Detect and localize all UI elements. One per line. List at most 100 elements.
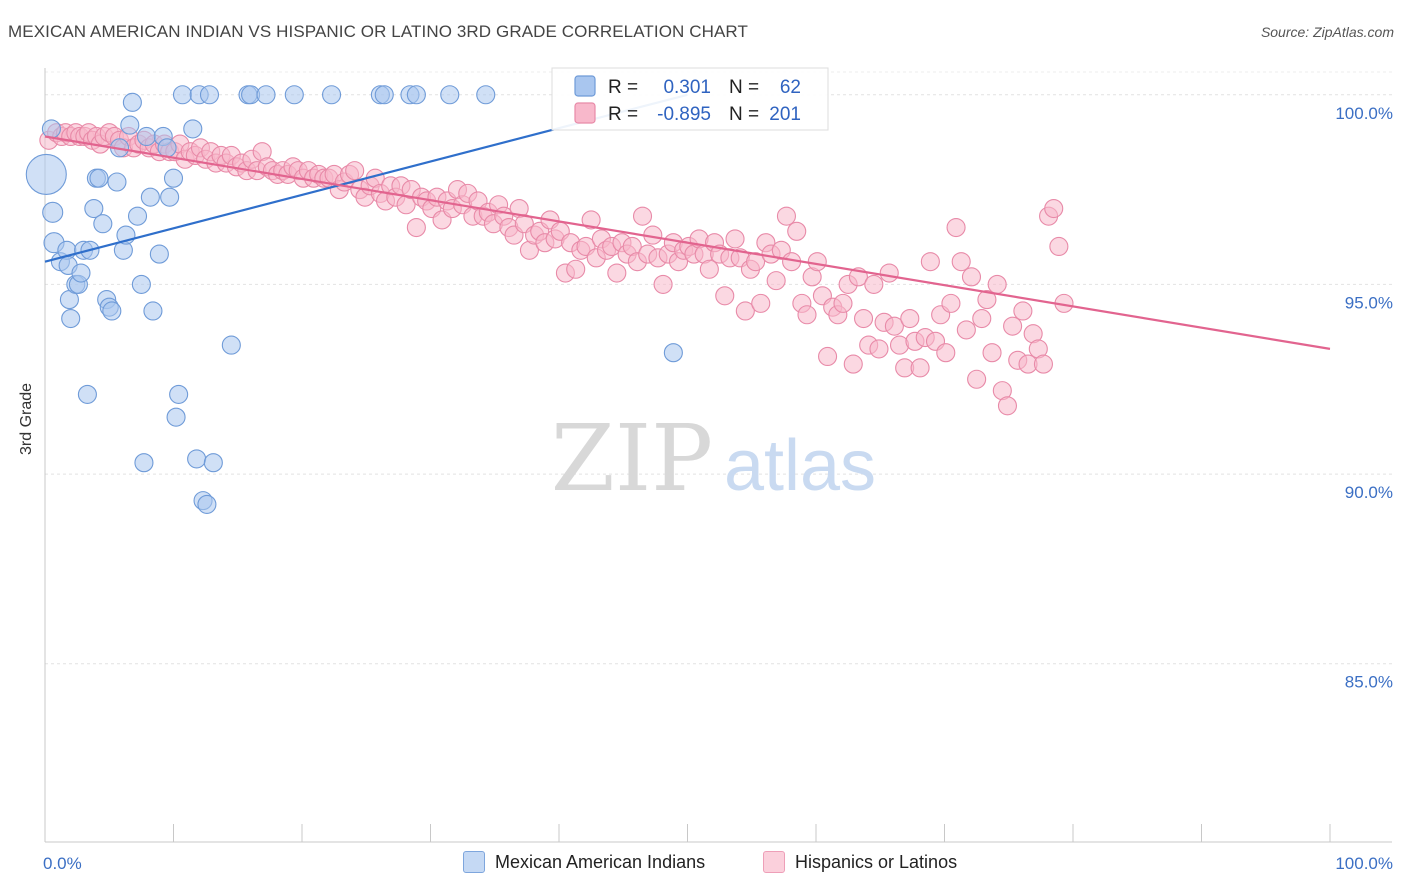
point-mexican-10 bbox=[71, 263, 91, 283]
point-hispanic-183 bbox=[972, 309, 992, 329]
point-hispanic-117 bbox=[632, 206, 653, 226]
point-hispanic-180 bbox=[956, 320, 976, 340]
legend-swatch-pink bbox=[574, 102, 596, 124]
point-mexican-42 bbox=[187, 449, 207, 469]
point-mexican-25 bbox=[120, 115, 140, 135]
point-hispanic-104 bbox=[566, 259, 586, 279]
point-hispanic-140 bbox=[751, 293, 771, 313]
point-mexican-29 bbox=[134, 453, 154, 473]
point-mexican-7 bbox=[61, 309, 81, 329]
point-mexican-31 bbox=[140, 187, 160, 207]
series-hispanics-points bbox=[39, 123, 1074, 416]
point-hispanic-130 bbox=[699, 259, 719, 279]
point-mexican-36 bbox=[160, 187, 180, 207]
point-mexican-33 bbox=[149, 244, 169, 264]
point-hispanic-149 bbox=[797, 305, 817, 325]
point-mexican-53 bbox=[322, 85, 342, 105]
legend-swatch-blue bbox=[574, 75, 596, 97]
legend-n-value-2: 201 bbox=[769, 104, 801, 125]
point-hispanic-198 bbox=[1049, 236, 1069, 257]
point-mexican-48 bbox=[221, 335, 241, 355]
point-mexican-38 bbox=[166, 407, 186, 427]
point-hispanic-176 bbox=[936, 343, 956, 363]
y-tick-label-0: 85.0% bbox=[1345, 673, 1393, 692]
point-hispanic-191 bbox=[1013, 301, 1033, 321]
y-tick-label-3: 100.0% bbox=[1335, 104, 1393, 123]
source-credit: Source: ZipAtlas.com bbox=[1260, 24, 1394, 40]
legend-n-value-1: 62 bbox=[780, 77, 801, 98]
point-mexican-32 bbox=[143, 301, 163, 321]
point-hispanic-162 bbox=[864, 274, 884, 294]
point-hispanic-145 bbox=[776, 206, 796, 226]
point-hispanic-163 bbox=[869, 339, 889, 359]
point-hispanic-121 bbox=[653, 274, 673, 294]
point-hispanic-61 bbox=[345, 161, 365, 181]
trend-line-hispanic bbox=[44, 135, 1331, 350]
axes bbox=[44, 68, 1392, 843]
point-mexican-61 bbox=[41, 119, 61, 139]
legend-label-hispanic: Hispanics or Latinos bbox=[795, 851, 958, 872]
point-hispanic-147 bbox=[787, 221, 807, 241]
point-hispanic-169 bbox=[900, 309, 920, 329]
watermark-zip: ZIP bbox=[551, 405, 713, 512]
legend-n-label-2: N = bbox=[729, 104, 759, 125]
legend-item-mexican-american-indians: Mexican American Indians bbox=[463, 851, 705, 873]
point-mexican-14 bbox=[84, 199, 104, 219]
point-mexican-60 bbox=[663, 343, 683, 363]
legend-swatch-hispanic bbox=[763, 851, 785, 873]
bottom-legend: Mexican American Indians Hispanics or La… bbox=[0, 851, 1406, 879]
point-hispanic-173 bbox=[920, 252, 940, 272]
point-mexican-55 bbox=[374, 85, 394, 105]
point-hispanic-197 bbox=[1044, 199, 1064, 219]
point-hispanic-185 bbox=[982, 343, 1002, 363]
point-mexican-21 bbox=[107, 172, 127, 192]
point-mexican-37 bbox=[163, 168, 184, 188]
point-hispanic-107 bbox=[581, 210, 601, 230]
point-mexican-1 bbox=[42, 201, 64, 223]
legend-r-value-2: -0.895 bbox=[657, 104, 711, 125]
point-mexican-47 bbox=[203, 453, 223, 473]
point-mexican-41 bbox=[183, 119, 203, 139]
legend-label-mexican: Mexican American Indians bbox=[495, 851, 706, 872]
point-mexican-16 bbox=[89, 168, 109, 188]
point-hispanic-133 bbox=[715, 286, 735, 306]
legend-swatch-mexican bbox=[463, 851, 485, 873]
point-mexican-45 bbox=[197, 494, 217, 514]
point-mexican-46 bbox=[199, 85, 220, 105]
x-tick-label-1: 100.0% bbox=[1335, 854, 1393, 873]
point-hispanic-171 bbox=[910, 358, 930, 378]
point-hispanic-112 bbox=[607, 263, 627, 283]
point-hispanic-181 bbox=[961, 267, 982, 287]
point-hispanic-139 bbox=[746, 252, 766, 272]
point-hispanic-177 bbox=[941, 293, 961, 313]
point-hispanic-184 bbox=[977, 290, 997, 310]
point-mexican-51 bbox=[256, 85, 276, 105]
trend-lines bbox=[44, 93, 1331, 350]
point-mexican-40 bbox=[172, 85, 193, 105]
legend-r-label-1: R = bbox=[608, 77, 638, 98]
point-mexican-59 bbox=[476, 85, 496, 105]
watermark-atlas: atlas bbox=[724, 426, 876, 506]
point-mexican-0 bbox=[25, 153, 67, 195]
x-tick-label-0: 0.0% bbox=[43, 854, 82, 873]
point-hispanic-188 bbox=[997, 396, 1018, 416]
point-mexican-26 bbox=[122, 92, 142, 112]
point-hispanic-143 bbox=[766, 271, 786, 291]
point-mexican-39 bbox=[169, 384, 189, 404]
chart-title: MEXICAN AMERICAN INDIAN VS HISPANIC OR L… bbox=[8, 22, 748, 41]
point-hispanic-156 bbox=[833, 293, 853, 313]
point-hispanic-153 bbox=[818, 346, 838, 367]
point-hispanic-158 bbox=[843, 354, 863, 374]
point-hispanic-186 bbox=[987, 274, 1007, 294]
point-hispanic-182 bbox=[967, 369, 987, 389]
series-mexican-points bbox=[25, 85, 683, 514]
point-hispanic-179 bbox=[951, 252, 971, 272]
y-tick-label-1: 90.0% bbox=[1345, 483, 1393, 502]
point-hispanic-165 bbox=[879, 263, 899, 283]
point-mexican-28 bbox=[131, 274, 151, 294]
point-mexican-12 bbox=[77, 384, 97, 404]
point-mexican-27 bbox=[127, 206, 148, 226]
point-hispanic-166 bbox=[884, 316, 904, 336]
point-mexican-35 bbox=[157, 138, 177, 158]
point-hispanic-73 bbox=[406, 217, 426, 238]
